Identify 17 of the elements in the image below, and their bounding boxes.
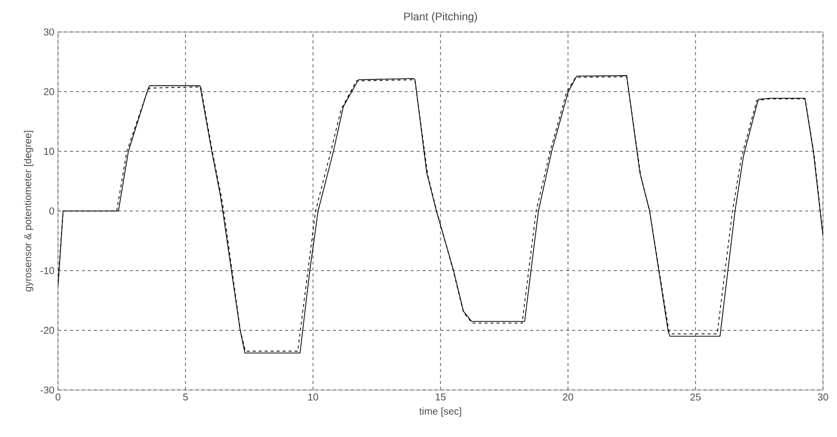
y-tick-label: 30: [44, 28, 54, 36]
y-tick-label: 20: [44, 88, 54, 96]
x-tick-label: 0: [56, 394, 60, 401]
y-axis-title: gyrosensor & potentiometer [degree]: [24, 130, 34, 292]
x-tick-label: 25: [690, 394, 701, 401]
x-tick-label: 30: [818, 394, 828, 401]
x-tick-label: 15: [436, 394, 446, 400]
x-tick-label: 10: [308, 394, 318, 401]
y-tick-label: -20: [40, 326, 54, 334]
y-tick-label: -30: [40, 386, 54, 394]
x-tick-label: 20: [562, 394, 574, 401]
x-axis-title: time [sec]: [419, 407, 462, 417]
chart-title: Plant (Pitching): [404, 12, 477, 22]
y-tick-label: -10: [40, 267, 54, 274]
y-tick-label: 0: [49, 207, 54, 215]
y-tick-label: 10: [44, 148, 54, 155]
x-tick-label: 5: [183, 394, 188, 400]
